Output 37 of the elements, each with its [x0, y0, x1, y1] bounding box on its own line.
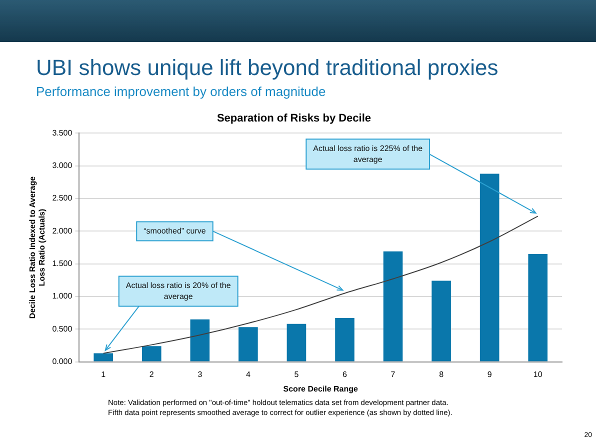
y-tick-label: 1.000: [52, 292, 73, 301]
bar: [528, 254, 548, 362]
text: Performance improvement by orders of magnitude: [36, 84, 326, 99]
bar: [335, 318, 354, 362]
y-tick-label: 0.500: [52, 324, 73, 334]
bar: [432, 280, 451, 362]
x-tick-label: 5: [294, 370, 300, 379]
y-tick-label: 2.500: [52, 194, 73, 203]
x-tick-label: 1: [101, 370, 106, 379]
chart-title: Separation of Risks by Decile: [216, 112, 372, 125]
y-tick-label: 1.500: [52, 259, 73, 268]
bar: [286, 324, 306, 362]
x-axis-title: Score Decile Range: [283, 384, 359, 394]
text: UBI shows unique lift beyond traditional proxies: [36, 55, 498, 81]
y-tick-label: 3.500: [52, 128, 73, 138]
x-tick-label: 3: [198, 370, 203, 379]
line-series: [102, 216, 538, 354]
bar: [142, 346, 162, 362]
x-tick-label: 9: [487, 370, 492, 379]
bar: [480, 174, 500, 362]
bar: [190, 319, 210, 362]
x-tick-label: 7: [390, 370, 396, 379]
annotation: “smoothed” curve: [144, 226, 206, 236]
y-tick-label: 0.000: [52, 357, 73, 366]
x-tick-label: 10: [533, 370, 543, 379]
annotation: Actual loss ratio is 20% of the average: [126, 281, 232, 302]
x-tick-label: 4: [246, 370, 251, 379]
x-tick-label: 2: [149, 370, 154, 379]
bar: [383, 251, 403, 362]
y-axis-title: Decile Loss Ratio Indexed to Average Loss Ratio (Actuals): [28, 176, 47, 319]
bar: [94, 353, 114, 362]
y-tick-label: 3.000: [52, 161, 73, 170]
bar: [238, 327, 258, 362]
annotation: Actual loss ratio is 225% of the average: [313, 144, 424, 164]
y-tick-label: 2.000: [52, 226, 73, 236]
x-tick-label: 6: [342, 370, 348, 379]
x-tick-label: 8: [439, 370, 444, 379]
